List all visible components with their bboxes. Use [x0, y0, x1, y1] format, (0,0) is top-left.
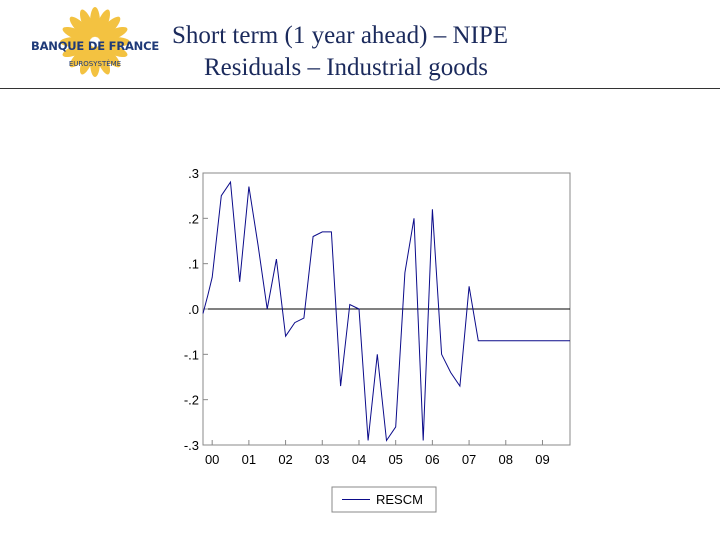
x-tick-label: 01 — [242, 452, 256, 467]
marianne-flower-icon — [60, 7, 130, 77]
slide-title: Short term (1 year ahead) – NIPE Residua… — [170, 20, 710, 84]
x-tick-label: 02 — [278, 452, 292, 467]
logo-subtitle: EUROSYSTÈME — [68, 60, 122, 68]
logo-petal — [79, 9, 95, 38]
logo-petal — [95, 9, 111, 38]
y-tick-label: .3 — [188, 166, 199, 181]
x-tick-label: 07 — [462, 452, 476, 467]
y-tick-label: .2 — [188, 211, 199, 226]
y-tick-label: .1 — [188, 257, 199, 272]
x-tick-label: 05 — [388, 452, 402, 467]
legend: RESCM — [331, 486, 437, 513]
x-tick-label: 09 — [535, 452, 549, 467]
x-tick-label: 03 — [315, 452, 329, 467]
logo-petal — [97, 44, 121, 68]
banque-de-france-logo: BANQUE DE FRANCE EUROSYSTÈME — [20, 6, 170, 86]
header-divider — [0, 88, 720, 89]
title-line-2: Residuals – Industrial goods — [204, 54, 489, 81]
series-line-rescm — [202, 180, 570, 442]
logo-name: BANQUE DE FRANCE — [31, 39, 159, 53]
logo-petal — [69, 44, 93, 68]
legend-label-rescm: RESCM — [376, 492, 423, 507]
logo-petal — [99, 42, 128, 58]
x-tick-label: 00 — [205, 452, 219, 467]
logo-petal — [79, 46, 95, 75]
y-tick-label: .0 — [188, 302, 199, 317]
x-tick-label: 06 — [425, 452, 439, 467]
y-tick-label: -.3 — [184, 438, 199, 453]
logo-petal — [62, 26, 91, 42]
title-line-1: Short term (1 year ahead) – NIPE — [172, 22, 508, 49]
x-tick-label: 04 — [352, 452, 366, 467]
y-tick-label: -.1 — [184, 347, 199, 362]
logo-petal — [69, 16, 93, 40]
logo-petal — [97, 16, 121, 40]
y-tick-label: -.2 — [184, 393, 199, 408]
x-tick-label: 08 — [499, 452, 513, 467]
